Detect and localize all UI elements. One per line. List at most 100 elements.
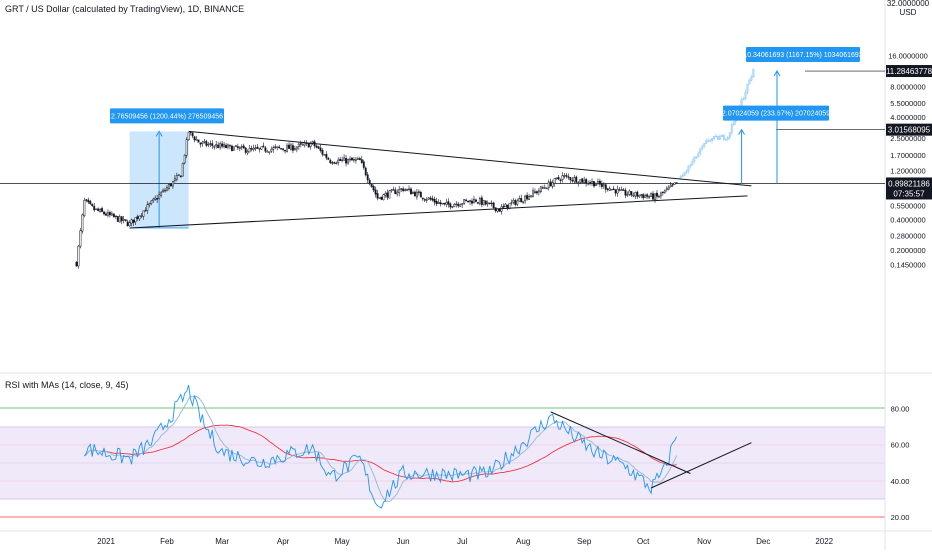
candle-body <box>360 159 363 163</box>
candle-body <box>671 184 674 186</box>
projection-body <box>730 124 733 133</box>
time-tick-label: Mar <box>215 537 229 546</box>
price-axis[interactable]: 16.0000000 8.0000000 5.5000000 4.0000000 2.5… <box>888 52 928 270</box>
candle-body <box>99 209 102 212</box>
candle-body <box>604 184 607 190</box>
candle-body <box>158 194 161 199</box>
candle-body <box>606 188 609 190</box>
projection-body <box>709 140 712 142</box>
candle-body <box>480 197 483 205</box>
rsi-trendline-up[interactable] <box>650 442 752 489</box>
candle-body <box>657 196 660 198</box>
projection-body <box>744 92 747 99</box>
candle-body <box>413 191 416 197</box>
candle-body <box>502 206 505 208</box>
price-tick-label: 2.5000000 <box>890 134 925 143</box>
candle-body <box>553 178 556 184</box>
rsi-indicator-title[interactable]: RSI with MAs (14, close, 9, 45) <box>5 380 129 390</box>
measure-3[interactable]: 10.34061693 (1167.15%) 1034061693 <box>743 47 863 184</box>
time-tick-label: Feb <box>160 537 174 546</box>
projection-body <box>685 170 688 174</box>
candle-body <box>575 176 578 183</box>
candle-body <box>581 178 584 183</box>
candle-body <box>221 143 224 147</box>
candle-body <box>650 193 653 197</box>
candle-body <box>449 203 452 208</box>
time-tick-label: 2022 <box>815 537 833 546</box>
triangle-upper-line[interactable] <box>188 130 752 187</box>
candle-body <box>443 202 446 205</box>
candle-body <box>598 180 601 185</box>
candle-body <box>659 192 662 197</box>
candle-body <box>299 143 302 145</box>
measure-2-label: 2.07024059 (233.67%) 207024059 <box>722 111 830 118</box>
measure-1[interactable]: 2.76509456 (1200.44%) 276509456 <box>110 108 224 229</box>
candle-body <box>469 199 471 202</box>
triangle-lower-line[interactable] <box>129 195 748 229</box>
candle-body <box>567 176 570 178</box>
time-tick-label: 2021 <box>97 537 115 546</box>
candle-body <box>370 184 373 187</box>
candle-body <box>634 192 637 197</box>
candle-body <box>168 184 170 189</box>
candle-body <box>437 202 440 204</box>
currency-label: USD <box>900 8 917 17</box>
candle-body <box>215 144 218 147</box>
candle-body <box>351 157 353 161</box>
candle-body <box>264 147 267 152</box>
candle-body <box>646 194 649 197</box>
projection-body <box>720 135 723 137</box>
candle-body <box>203 141 206 143</box>
candle-body <box>116 216 119 222</box>
time-axis[interactable]: 2021 Feb Mar Apr May Jun Jul Aug Sep Oct Nov Dec 202… <box>97 537 834 546</box>
candle-body <box>229 145 231 147</box>
candle-body <box>593 181 595 187</box>
projection-body <box>717 135 719 140</box>
candle-body <box>390 189 393 192</box>
projection-body <box>703 143 706 147</box>
candle-body <box>459 204 462 207</box>
candle-body <box>663 190 666 193</box>
candle-body <box>112 213 115 217</box>
projection-body <box>740 99 743 107</box>
time-tick-label: Jun <box>397 537 410 546</box>
candle-body <box>386 192 389 198</box>
price-candles <box>75 131 678 269</box>
price-tick-label: 5.5000000 <box>890 99 925 108</box>
candle-body <box>412 192 414 194</box>
candle-body <box>661 191 664 194</box>
candle-body <box>388 190 391 199</box>
candle-body <box>573 177 576 182</box>
candle-body <box>476 202 479 204</box>
candle-body <box>435 200 438 204</box>
rsi-axis[interactable]: 80.00 60.00 40.00 20.00 <box>891 404 910 522</box>
candle-body <box>136 216 139 219</box>
candle-body <box>323 154 326 156</box>
candle-body <box>325 154 328 159</box>
symbol-title[interactable]: GRT / US Dollar (calculated by TradingVi… <box>5 4 245 14</box>
candle-body <box>547 181 550 188</box>
rsi-trendline-down[interactable] <box>550 411 691 474</box>
candle-body <box>144 210 147 212</box>
candle-body <box>526 195 529 200</box>
measure-2[interactable]: 2.07024059 (233.67%) 207024059 <box>722 105 830 184</box>
candle-body <box>419 191 422 198</box>
projection-candles <box>679 68 755 180</box>
candle-body <box>79 230 82 247</box>
candle-body <box>160 192 163 196</box>
candle-body <box>211 143 214 146</box>
candle-body <box>309 143 312 147</box>
candle-body <box>193 136 196 141</box>
candle-body <box>636 191 639 197</box>
candle-body <box>514 200 517 205</box>
candle-body <box>410 188 412 195</box>
projection-body <box>697 153 700 158</box>
projection-body <box>689 164 692 167</box>
candle-body <box>644 195 647 199</box>
candle-body <box>614 189 617 194</box>
candle-body <box>311 141 314 144</box>
candle-body <box>268 151 271 153</box>
candle-body <box>240 146 243 148</box>
candle-body <box>555 177 558 179</box>
